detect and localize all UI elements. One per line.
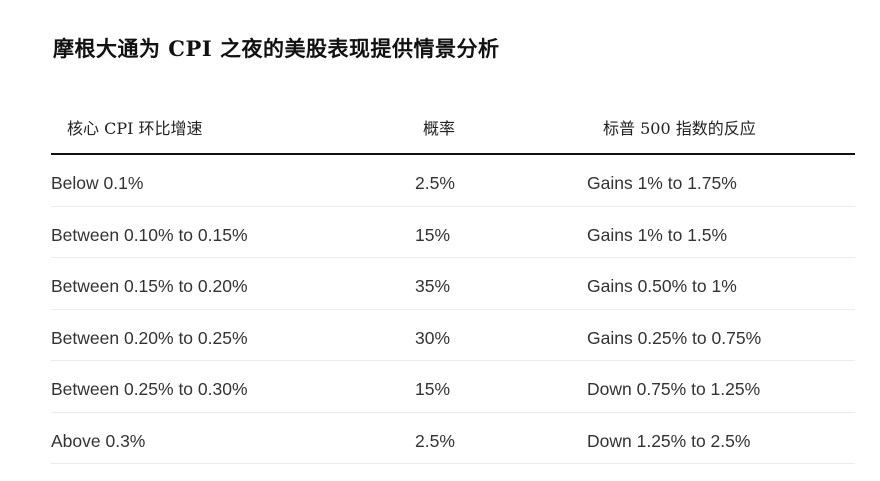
cpi-range-cell: Between 0.10% to 0.15%: [51, 224, 248, 245]
header-core-cpi-mom: 核心 CPI 环比增速: [67, 119, 203, 138]
header-sp500-reaction: 标普 500 指数的反应: [603, 119, 756, 138]
cpi-range-cell: Between 0.25% to 0.30%: [51, 379, 248, 399]
cpi-range-cell: Below 0.1%: [51, 173, 144, 193]
reaction-cell: Down 1.25% to 2.5%: [587, 430, 751, 451]
probability-cell: 30%: [415, 327, 451, 348]
table-row: Between 0.10% to 0.15% 15% Gains 1% to 1…: [51, 207, 855, 258]
header-probability: 概率: [423, 119, 456, 138]
reaction-cell: Gains 1% to 1.5%: [587, 224, 728, 245]
scenario-table: 核心 CPI 环比增速 概率 标普 500 指数的反应 Below 0.1% 2…: [51, 103, 855, 464]
table-row: Between 0.15% to 0.20% 35% Gains 0.50% t…: [51, 258, 855, 310]
reaction-cell: Gains 0.25% to 0.75%: [587, 327, 762, 348]
reaction-cell: Down 0.75% to 1.25%: [587, 379, 761, 399]
table-row: Between 0.25% to 0.30% 15% Down 0.75% to…: [51, 361, 855, 413]
table-header: 核心 CPI 环比增速 概率 标普 500 指数的反应: [51, 103, 855, 155]
probability-cell: 2.5%: [415, 173, 455, 193]
probability-cell: 15%: [415, 224, 451, 245]
probability-cell: 15%: [415, 379, 451, 399]
table-row: Above 0.3% 2.5% Down 1.25% to 2.5%: [51, 413, 855, 464]
page-title: 摩根大通为 CPI 之夜的美股表现提供情景分析: [53, 36, 500, 61]
cpi-range-cell: Above 0.3%: [51, 430, 146, 451]
cpi-range-cell: Between 0.15% to 0.20%: [51, 276, 248, 296]
probability-cell: 35%: [415, 276, 451, 296]
reaction-cell: Gains 0.50% to 1%: [587, 276, 737, 296]
reaction-cell: Gains 1% to 1.75%: [587, 173, 737, 193]
probability-cell: 2.5%: [415, 430, 455, 451]
table-row: Below 0.1% 2.5% Gains 1% to 1.75%: [51, 155, 855, 207]
table-row: Between 0.20% to 0.25% 30% Gains 0.25% t…: [51, 310, 855, 361]
cpi-range-cell: Between 0.20% to 0.25%: [51, 327, 248, 348]
